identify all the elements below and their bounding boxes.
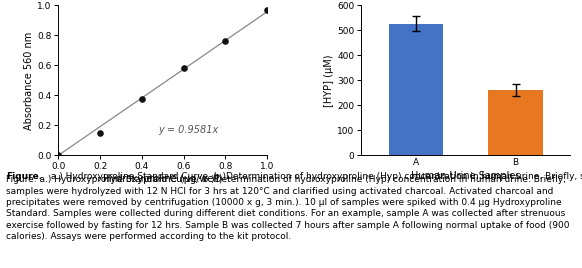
Text: y = 0.9581x: y = 0.9581x (158, 125, 219, 135)
X-axis label: Hydroxyproline (μg/well): Hydroxyproline (μg/well) (103, 174, 222, 184)
Bar (389, 24, 443, 155)
Text: a.) Hydroxyproline Standard Curve. b.)Determination of hydroxyproline (Hyp) conc: a.) Hydroxyproline Standard Curve. b.)De… (48, 172, 582, 181)
Point (54, 153, 63, 158)
X-axis label: Human Urine Samples: Human Urine Samples (411, 171, 520, 181)
Text: Figure. a.) Hydroxyproline Standard Curve. b.)Determination of hydroxyproline (H: Figure. a.) Hydroxyproline Standard Curv… (6, 175, 569, 241)
Y-axis label: Absorbance 560 nm: Absorbance 560 nm (24, 31, 34, 129)
Y-axis label: [HYP] (μM): [HYP] (μM) (324, 54, 334, 107)
Point (95, 131, 105, 135)
Point (221, 39, 230, 43)
Point (262, 8, 272, 12)
Point (137, 97, 147, 101)
Text: Figure.: Figure. (6, 172, 42, 181)
Point (179, 66, 189, 70)
Bar (488, 90, 543, 155)
